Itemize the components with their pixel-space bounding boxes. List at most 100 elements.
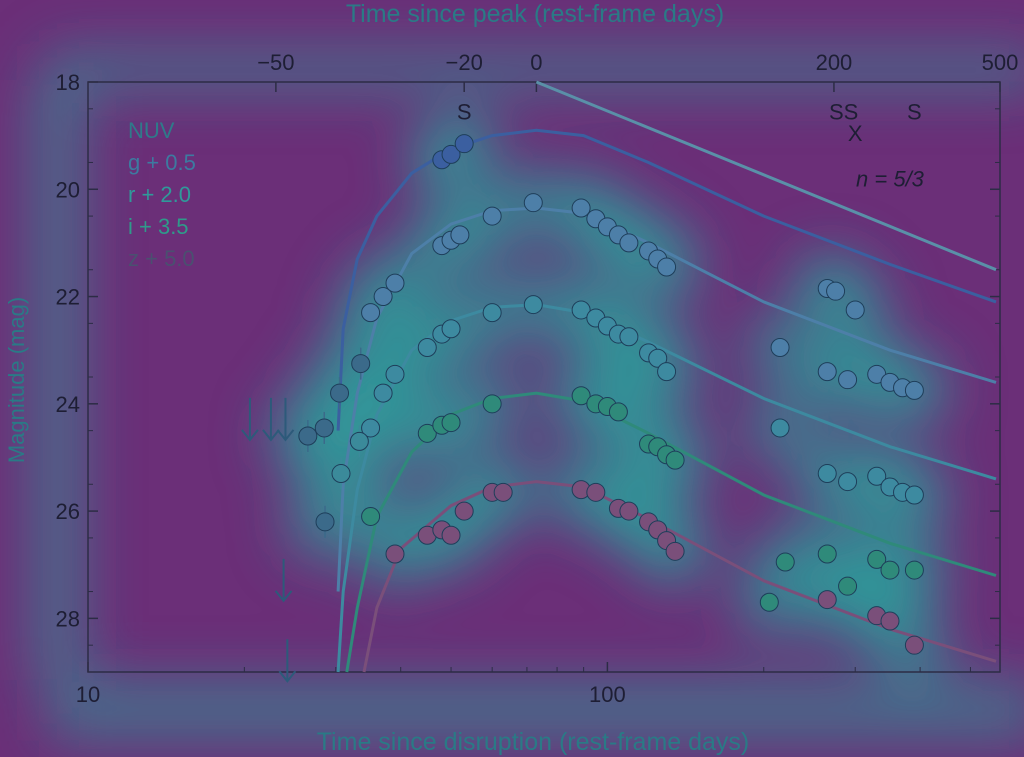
data-points (298, 134, 924, 655)
data-point (441, 319, 461, 339)
data-point (571, 300, 591, 320)
data-point (417, 423, 437, 443)
upper-limit-arrow (262, 397, 280, 442)
y-tick-label: 18 (56, 70, 80, 95)
y-tick-label: 26 (56, 499, 80, 524)
data-point (482, 394, 502, 414)
data-point (315, 512, 335, 532)
data-point (817, 544, 837, 564)
data-point (838, 576, 858, 596)
data-point (441, 413, 461, 433)
data-point (770, 418, 790, 438)
data-point (523, 295, 543, 315)
x-tick-label: 100 (589, 682, 626, 707)
upper-limit-arrow (274, 558, 293, 603)
data-point (845, 300, 865, 320)
tick-labels: 18 20 22 24 26 28 10 100 −50 −20 0 200 500 (56, 50, 1019, 707)
data-point (838, 370, 858, 390)
data-point (298, 426, 318, 446)
data-point (880, 611, 900, 631)
data-point (330, 383, 350, 403)
annotation: n = 5/3 (856, 167, 925, 192)
data-point (657, 257, 677, 277)
data-point (314, 418, 334, 438)
model-curve (362, 480, 997, 673)
y-tick-label: 22 (56, 285, 80, 310)
data-point (817, 362, 837, 382)
data-point (523, 193, 543, 213)
annotation: S (907, 100, 922, 125)
x-axis-label: Time since disruption (rest-frame days) (317, 728, 750, 756)
upper-limit-arrow (276, 397, 295, 442)
data-point (493, 482, 513, 502)
data-point (331, 464, 351, 484)
top-axis-label: Time since peak (rest-frame days) (346, 0, 724, 28)
glow-band (30, 80, 85, 680)
model-curve (345, 391, 997, 673)
legend-entry: i + 3.5 (128, 214, 189, 239)
data-point (619, 327, 639, 347)
upper-limit-arrow (241, 397, 259, 442)
legend-entry: NUV (128, 118, 175, 143)
data-point (665, 450, 685, 470)
glow-band (48, 680, 1024, 740)
data-point (775, 552, 795, 572)
data-point (450, 225, 470, 245)
data-point (759, 592, 779, 612)
x2-tick-label: 0 (530, 50, 542, 75)
data-point (665, 541, 685, 561)
data-point (770, 338, 790, 357)
data-point (373, 287, 393, 307)
data-point (482, 303, 502, 323)
data-point (441, 144, 461, 164)
data-point (657, 362, 677, 382)
annotation: S (457, 100, 472, 125)
data-point (826, 281, 846, 301)
data-point (867, 466, 887, 486)
x2-tick-label: 200 (816, 50, 853, 75)
data-point (385, 544, 405, 564)
upper-limit-arrows (241, 397, 297, 683)
model-curve (336, 128, 997, 431)
data-point (608, 402, 628, 422)
model-curve (535, 80, 997, 272)
data-point (817, 464, 837, 484)
data-point (648, 348, 668, 368)
axis-ticks (87, 81, 1001, 672)
legend-entry: r + 2.0 (128, 182, 191, 207)
x-tick-label: 10 (76, 682, 100, 707)
data-point (349, 431, 369, 451)
data-point (454, 134, 474, 154)
data-point (417, 338, 437, 357)
data-point (586, 482, 606, 502)
data-point (904, 560, 924, 580)
legend-entry: z + 5.0 (128, 246, 195, 271)
data-point (904, 485, 924, 505)
data-point (361, 506, 381, 526)
data-point (361, 418, 381, 438)
legend: NUV g + 0.5 r + 2.0 i + 3.5 z + 5.0 (128, 118, 196, 271)
data-point (482, 206, 502, 226)
data-point (904, 635, 924, 655)
upper-limit-arrow (278, 639, 297, 683)
data-point (867, 549, 887, 569)
data-point (385, 273, 405, 293)
data-point (838, 472, 858, 492)
annotation: SS (829, 100, 858, 125)
y-tick-label: 24 (56, 392, 80, 417)
x2-tick-label: 500 (982, 50, 1019, 75)
x2-tick-label: −20 (446, 50, 483, 75)
data-point (571, 198, 591, 218)
x2-tick-label: −50 (257, 50, 294, 75)
data-point (880, 560, 900, 580)
data-point (454, 501, 474, 521)
data-point (571, 386, 591, 406)
data-point (619, 501, 639, 521)
data-point (817, 590, 837, 610)
y-axis-label: Magnitude (mag) (4, 297, 29, 463)
y-tick-label: 28 (56, 606, 80, 631)
data-point (373, 383, 393, 403)
data-point (904, 380, 924, 400)
